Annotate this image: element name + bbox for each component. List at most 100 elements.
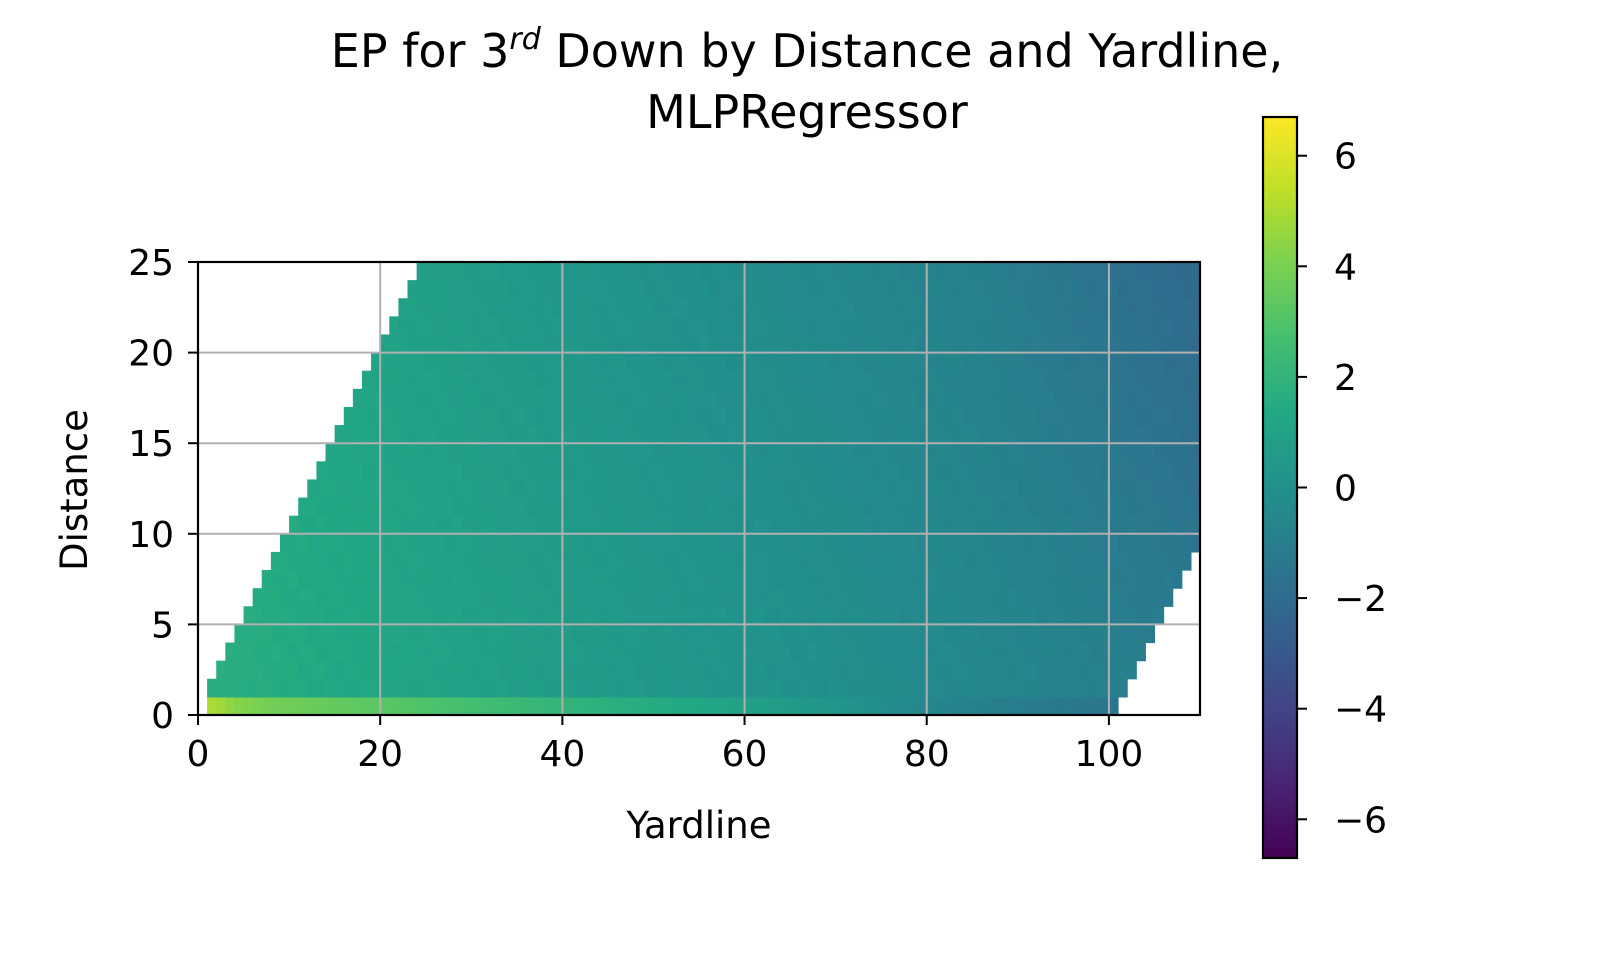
heatmap-cell	[635, 388, 645, 408]
heatmap-cell	[653, 588, 664, 607]
heatmap-cell	[407, 642, 418, 662]
heatmap-cell	[1072, 370, 1083, 390]
heatmap-cell	[972, 388, 982, 408]
heatmap-cell	[598, 678, 609, 698]
heatmap-cell	[425, 533, 436, 553]
heatmap-cell	[243, 606, 254, 625]
heatmap-cell	[1163, 551, 1174, 571]
heatmap-cell	[453, 606, 463, 625]
heatmap-cell	[635, 316, 645, 336]
heatmap-cell	[544, 660, 554, 680]
heatmap-cell	[917, 479, 928, 499]
heatmap-cell	[489, 316, 500, 336]
heatmap-cell	[571, 425, 582, 444]
heatmap-cell	[544, 696, 554, 715]
heatmap-cell	[562, 262, 573, 281]
heatmap-cell	[407, 588, 418, 607]
heatmap-cell	[1154, 515, 1165, 535]
heatmap-cell	[899, 696, 910, 715]
heatmap-cell	[544, 533, 554, 553]
heatmap-cell	[617, 443, 627, 462]
heatmap-cell	[780, 352, 791, 372]
heatmap-cell	[790, 624, 800, 644]
heatmap-cell	[981, 334, 992, 354]
heatmap-cell	[726, 533, 737, 553]
heatmap-cell	[790, 515, 800, 535]
heatmap-cell	[1081, 406, 1092, 426]
heatmap-cell	[1127, 642, 1137, 662]
heatmap-cell	[544, 551, 554, 571]
heatmap-cell	[908, 588, 919, 607]
heatmap-cell	[626, 570, 636, 589]
heatmap-cell	[1145, 406, 1156, 426]
heatmap-cell	[498, 461, 509, 481]
heatmap-cell	[926, 316, 937, 336]
heatmap-cell	[1181, 461, 1192, 481]
heatmap-cell	[744, 352, 755, 372]
heatmap-cell	[544, 497, 554, 517]
heatmap-cell	[553, 515, 563, 535]
heatmap-cell	[926, 588, 937, 607]
heatmap-cell	[562, 678, 573, 698]
heatmap-cell	[653, 696, 664, 715]
heatmap-cell	[680, 388, 691, 408]
heatmap-cell	[735, 588, 746, 607]
heatmap-cell	[935, 406, 946, 426]
heatmap-cell	[917, 660, 928, 680]
heatmap-cell	[334, 533, 345, 553]
heatmap-cell	[1163, 334, 1174, 354]
heatmap-cell	[607, 624, 618, 644]
heatmap-cell	[589, 388, 600, 408]
heatmap-cell	[680, 642, 691, 662]
heatmap-cell	[1072, 497, 1083, 517]
heatmap-cell	[862, 497, 873, 517]
heatmap-cell	[334, 443, 345, 462]
heatmap-cell	[808, 642, 819, 662]
heatmap-cell	[799, 298, 809, 317]
heatmap-cell	[780, 624, 791, 644]
heatmap-cell	[808, 660, 819, 680]
heatmap-cell	[489, 262, 500, 281]
heatmap-cell	[1036, 660, 1046, 680]
heatmap-cell	[480, 461, 491, 481]
heatmap-cell	[480, 443, 491, 462]
heatmap-cell	[990, 406, 1001, 426]
heatmap-cell	[279, 624, 290, 644]
heatmap-cell	[489, 570, 500, 589]
heatmap-cell	[1054, 388, 1064, 408]
heatmap-cell	[489, 370, 500, 390]
heatmap-cell	[434, 316, 445, 336]
heatmap-cell	[626, 515, 636, 535]
heatmap-cell	[935, 443, 946, 462]
heatmap-cell	[753, 533, 764, 553]
heatmap-cell	[935, 262, 946, 281]
heatmap-cell	[990, 479, 1001, 499]
heatmap-cell	[771, 551, 782, 571]
heatmap-cell	[799, 316, 809, 336]
heatmap-cell	[926, 696, 937, 715]
heatmap-cell	[662, 388, 673, 408]
heatmap-cell	[917, 461, 928, 481]
heatmap-cell	[862, 696, 873, 715]
heatmap-cell	[270, 678, 281, 698]
heatmap-cell	[835, 515, 846, 535]
heatmap-cell	[471, 425, 481, 444]
heatmap-cell	[352, 425, 363, 444]
heatmap-cell	[671, 370, 682, 390]
heatmap-cell	[480, 497, 491, 517]
heatmap-cell	[1008, 624, 1019, 644]
heatmap-cell	[498, 352, 509, 372]
heatmap-cell	[872, 461, 882, 481]
heatmap-cell	[963, 479, 973, 499]
heatmap-cell	[462, 588, 472, 607]
heatmap-cell	[735, 388, 746, 408]
heatmap-cell	[799, 262, 809, 281]
heatmap-cell	[1063, 624, 1074, 644]
heatmap-cell	[917, 696, 928, 715]
heatmap-cell	[562, 624, 573, 644]
heatmap-cell	[525, 660, 536, 680]
heatmap-cell	[471, 570, 481, 589]
heatmap-cell	[544, 316, 554, 336]
heatmap-cell	[671, 678, 682, 698]
heatmap-cell	[844, 316, 855, 336]
